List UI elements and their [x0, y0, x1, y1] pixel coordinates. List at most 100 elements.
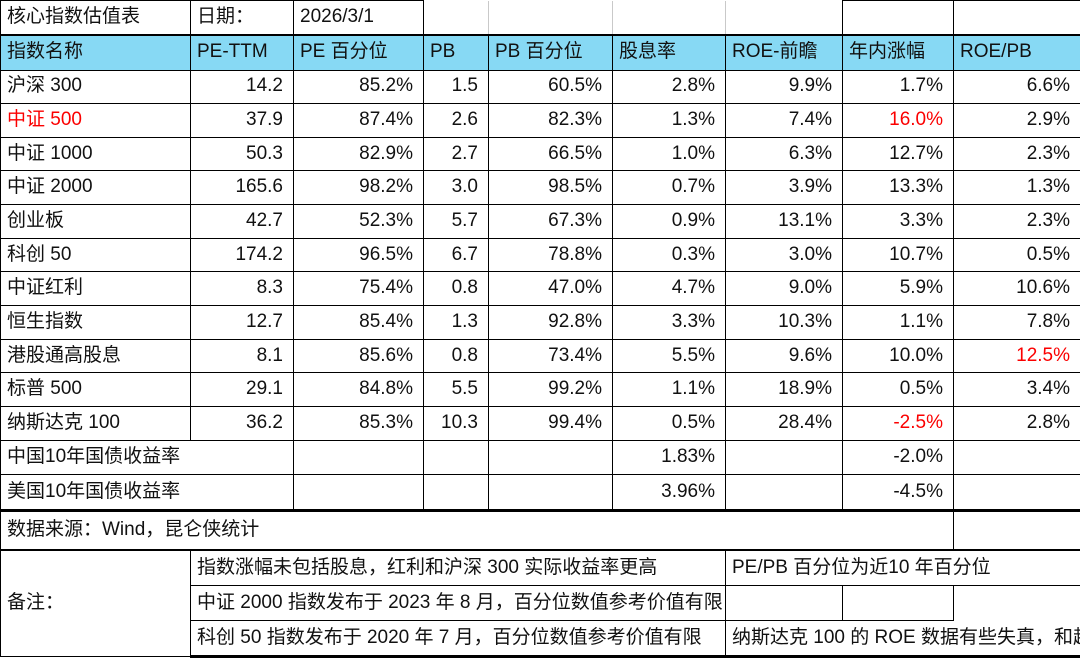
cell-pb-percentile: 92.8%	[488, 305, 613, 340]
cell-roe-forward: 13.1%	[725, 204, 843, 239]
table-row: 中证 2000 165.6 98.2% 3.0 98.5% 0.7% 3.9% …	[0, 170, 1080, 206]
cell-pe-percentile: 85.3%	[293, 406, 424, 441]
cell-pe-ttm: 29.1	[190, 372, 294, 408]
notes-label: 备注：	[0, 549, 191, 658]
cell-roe-forward: 18.9%	[725, 372, 843, 408]
table-row: 纳斯达克 100 36.2 85.3% 10.3 99.4% 0.5% 28.4…	[0, 406, 1080, 441]
cell-pe-percentile: 85.6%	[293, 338, 424, 374]
cell-pe-ttm: 36.2	[190, 406, 294, 441]
empty-cell	[423, 474, 489, 512]
bond-row: 中国10年国债收益率 1.83% -2.0%	[0, 439, 1080, 476]
cell-index-name: 标普 500	[0, 372, 191, 408]
empty-cell	[725, 474, 843, 512]
table-row: 创业板 42.7 52.3% 5.7 67.3% 0.9% 13.1% 3.3%…	[0, 204, 1080, 239]
cell-roe-pb: 1.3%	[953, 170, 1080, 206]
cell-dividend-yield: 0.5%	[612, 406, 726, 441]
cell-dividend-yield: 2.8%	[612, 69, 726, 105]
cell-pe-ttm: 8.1	[190, 338, 294, 374]
cell-roe-forward: 9.0%	[725, 271, 843, 307]
cell-pe-percentile: 84.8%	[293, 372, 424, 408]
note-text: 科创 50 指数发布于 2020 年 7 月，百分位数值参考价值有限	[190, 619, 726, 658]
cell-index-name: 中证 500	[0, 103, 191, 138]
cell-index-name: 中证 2000	[0, 170, 191, 206]
cell-pe-percentile: 87.4%	[293, 103, 424, 138]
cell-pb-percentile: 98.5%	[488, 170, 613, 206]
cell-pe-ttm: 14.2	[190, 69, 294, 105]
cell-ytd-change: 1.1%	[842, 305, 954, 340]
empty-cell	[953, 439, 1080, 476]
table-title: 核心指数估值表	[0, 0, 191, 36]
cell-ytd-change: 3.3%	[842, 204, 954, 239]
column-header-index-name: 指数名称	[0, 33, 191, 71]
cell-index-name: 纳斯达克 100	[0, 406, 191, 441]
cell-pb-percentile: 67.3%	[488, 204, 613, 239]
cell-pb-percentile: 78.8%	[488, 237, 613, 273]
column-header-roe-forward: ROE-前瞻	[725, 33, 843, 71]
cell-pb: 3.0	[423, 170, 489, 206]
cell-roe-forward: 6.3%	[725, 136, 843, 172]
note-row: 科创 50 指数发布于 2020 年 7 月，百分位数值参考价值有限 纳斯达克 …	[1, 619, 1080, 658]
empty-cell	[953, 474, 1080, 512]
empty-cell	[953, 0, 1080, 36]
cell-roe-forward: 7.4%	[725, 103, 843, 138]
cell-pb-percentile: 99.2%	[488, 372, 613, 408]
cell-pb: 2.7	[423, 136, 489, 172]
cell-roe-pb: 2.3%	[953, 136, 1080, 172]
cell-roe-forward: 3.0%	[725, 237, 843, 273]
note-text: 指数涨幅未包括股息，红利和沪深 300 实际收益率更高	[190, 549, 726, 587]
cell-dividend-yield: 1.0%	[612, 136, 726, 172]
column-header-ytd-change: 年内涨幅	[842, 33, 954, 71]
cell-roe-forward: 3.9%	[725, 170, 843, 206]
table-row: 科创 50 174.2 96.5% 6.7 78.8% 0.3% 3.0% 10…	[0, 237, 1080, 273]
cell-roe-pb: 2.8%	[953, 406, 1080, 441]
table-row: 中证 500 37.9 87.4% 2.6 82.3% 1.3% 7.4% 16…	[0, 103, 1080, 138]
cell-pb-percentile: 66.5%	[488, 136, 613, 172]
cell-index-name: 港股通高股息	[0, 338, 191, 374]
empty-cell	[293, 474, 424, 512]
cell-dividend-yield: 1.1%	[612, 372, 726, 408]
cell-index-name: 中证红利	[0, 271, 191, 307]
empty-cell	[423, 0, 489, 36]
empty-cell	[488, 439, 613, 476]
cell-pe-percentile: 85.4%	[293, 305, 424, 340]
empty-cell	[842, 585, 954, 621]
cell-dividend-yield: 1.3%	[612, 103, 726, 138]
source-row: 数据来源：Wind，昆仑侠统计	[0, 509, 1080, 552]
empty-cell	[725, 585, 843, 621]
cell-ytd-change: 12.7%	[842, 136, 954, 172]
cell-roe-pb: 7.8%	[953, 305, 1080, 340]
cell-ytd-change: 1.7%	[842, 69, 954, 105]
column-header-pe-percentile: PE 百分位	[293, 33, 424, 71]
table-row: 标普 500 29.1 84.8% 5.5 99.2% 1.1% 18.9% 0…	[0, 372, 1080, 408]
empty-cell	[293, 439, 424, 476]
cell-pb: 2.6	[423, 103, 489, 138]
cell-dividend-yield: 3.3%	[612, 305, 726, 340]
cell-pe-ttm: 50.3	[190, 136, 294, 172]
cell-pb: 0.8	[423, 271, 489, 307]
cell-pe-ttm: 174.2	[190, 237, 294, 273]
table-row: 港股通高股息 8.1 85.6% 0.8 73.4% 5.5% 9.6% 10.…	[0, 338, 1080, 374]
cell-ytd-change: 13.3%	[842, 170, 954, 206]
cell-pb-percentile: 47.0%	[488, 271, 613, 307]
cell-pe-ttm: 42.7	[190, 204, 294, 239]
cell-ytd-change: 10.0%	[842, 338, 954, 374]
cell-ytd-change: 10.7%	[842, 237, 954, 273]
title-row: 核心指数估值表 日期： 2026/3/1	[0, 0, 1080, 36]
cell-index-name: 中证 1000	[0, 136, 191, 172]
empty-cell	[488, 0, 613, 36]
cell-pb: 6.7	[423, 237, 489, 273]
note-text: PE/PB 百分位为近10 年百分位	[725, 549, 1080, 587]
cell-roe-forward: 10.3%	[725, 305, 843, 340]
empty-cell	[725, 0, 843, 36]
table-row: 沪深 300 14.2 85.2% 1.5 60.5% 2.8% 9.9% 1.…	[0, 69, 1080, 105]
cell-index-name: 科创 50	[0, 237, 191, 273]
cell-pb: 10.3	[423, 406, 489, 441]
cell-pb: 0.8	[423, 338, 489, 374]
cell-roe-pb: 10.6%	[953, 271, 1080, 307]
empty-cell	[725, 439, 843, 476]
cell-dividend-yield: 4.7%	[612, 271, 726, 307]
cell-roe-forward: 28.4%	[725, 406, 843, 441]
cell-dividend-yield: 0.3%	[612, 237, 726, 273]
